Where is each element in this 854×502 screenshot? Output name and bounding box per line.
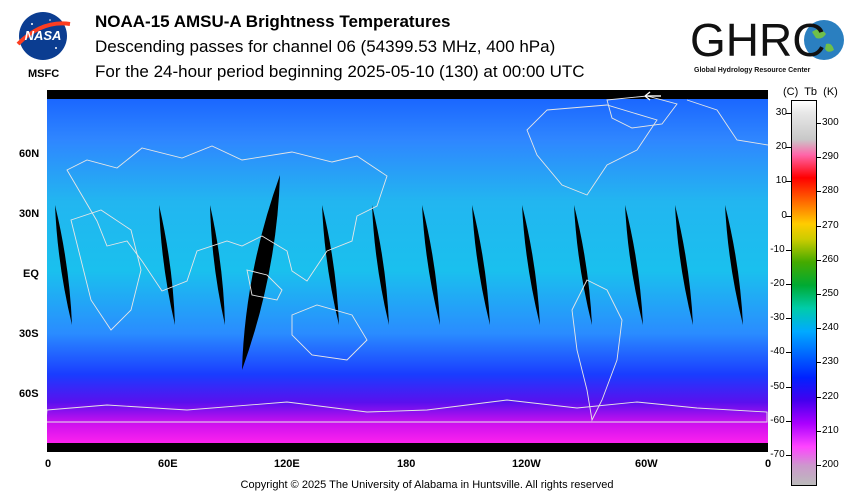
colorbar-tick: [786, 352, 791, 354]
colorbar-celsius-label: -20: [770, 278, 785, 289]
brightness-temperature-map: [47, 90, 768, 452]
subtitle-channel: Descending passes for channel 06 (54399.…: [95, 37, 556, 56]
copyright-footer: Copyright © 2025 The University of Alaba…: [240, 479, 614, 491]
colorbar-kelvin-label: 260: [822, 253, 839, 265]
colorbar-unit-c: (C): [783, 86, 799, 98]
colorbar-kelvin-label: 250: [822, 288, 839, 299]
temperature-field: [47, 98, 768, 444]
swath-gaps: [55, 175, 743, 370]
colorbar-tick: [786, 420, 791, 422]
ghrc-logo: GHRC Global Hydrology Resource Center: [690, 14, 844, 74]
colorbar-tick: [786, 215, 791, 217]
lon-label-0-right: 0: [765, 458, 772, 470]
msfc-label: MSFC: [28, 68, 60, 80]
colorbar-tick: [816, 465, 821, 466]
lon-label-180: 180: [397, 458, 416, 470]
lon-label-60w: 60W: [635, 458, 658, 470]
ghrc-subtext: Global Hydrology Resource Center: [694, 67, 811, 74]
colorbar-kelvin-label: 220: [822, 390, 839, 402]
swath-gap: [675, 205, 693, 325]
colorbar-kelvin-label: 270: [822, 219, 839, 231]
swath-gap: [725, 205, 743, 325]
colorbar-tick: [786, 284, 791, 285]
map-marker-arrow: [644, 91, 661, 101]
lat-label-60n: 60N: [19, 148, 40, 160]
swath-gap: [242, 175, 280, 370]
colorbar-tick: [786, 386, 791, 388]
colorbar-kelvin-label: 280: [822, 185, 839, 197]
colorbar-celsius-label: 20: [775, 141, 787, 153]
swath-gap: [372, 205, 389, 325]
colorbar-tick: [816, 191, 821, 193]
subtitle-period: For the 24-hour period beginning 2025-05…: [95, 62, 585, 81]
lon-label-0-left: 0: [45, 458, 52, 470]
colorbar-tick: [816, 430, 821, 432]
colorbar-tick: [786, 113, 791, 114]
colorbar-celsius-label: -60: [770, 414, 785, 426]
swath-gap: [472, 205, 490, 325]
lon-label-60e: 60E: [158, 458, 178, 470]
colorbar-celsius-label: -40: [770, 346, 785, 358]
swath-gap: [210, 205, 225, 325]
colorbar-celsius-label: -30: [770, 312, 785, 324]
nasa-wordmark: NASA: [25, 28, 62, 43]
ghrc-wordmark: GHRC: [690, 14, 825, 66]
colorbar-celsius-label: -70: [770, 449, 785, 460]
colorbar-tick: [786, 318, 791, 320]
colorbar-kelvin-label: 210: [822, 424, 839, 436]
colorbar-unit-k: (K): [823, 86, 838, 98]
swath-gap: [55, 205, 72, 325]
lat-label-eq: EQ: [23, 268, 39, 280]
bottom-no-data-band: [47, 443, 768, 452]
colorbar-tick: [816, 225, 821, 227]
nasa-logo: NASA: [16, 12, 71, 60]
colorbar-header: (C) Tb (K): [783, 86, 838, 98]
colorbar-tick: [816, 396, 821, 398]
colorbar-tick: [816, 328, 821, 330]
colorbar-tick: [816, 362, 821, 364]
swath-gap: [422, 205, 440, 325]
lat-label-30s: 30S: [19, 328, 39, 340]
swath-gap: [625, 205, 643, 325]
colorbar-tick: [816, 157, 821, 159]
colorbar: [791, 100, 817, 486]
colorbar-celsius-label: -50: [770, 380, 785, 392]
colorbar-unit-tb: Tb: [804, 86, 818, 98]
colorbar-tick: [786, 249, 791, 251]
colorbar-kelvin-label: 230: [822, 356, 839, 368]
swath-gap: [522, 205, 540, 325]
colorbar-tick: [786, 181, 791, 183]
swath-gap: [322, 205, 339, 325]
colorbar-kelvin-label: 240: [822, 322, 839, 334]
colorbar-tick: [786, 147, 791, 149]
colorbar-celsius-label: -10: [770, 243, 785, 255]
top-no-data-band: [47, 90, 768, 99]
colorbar-tick: [816, 123, 821, 124]
colorbar-tick: [786, 455, 791, 456]
colorbar-kelvin-label: 290: [822, 151, 839, 163]
colorbar-celsius-label: 10: [775, 175, 787, 187]
colorbar-tick: [816, 259, 821, 261]
page-title: NOAA-15 AMSU-A Brightness Temperatures: [95, 12, 451, 31]
colorbar-celsius-label: 0: [781, 209, 787, 221]
lon-label-120w: 120W: [512, 458, 541, 470]
lon-label-120e: 120E: [274, 458, 300, 470]
colorbar-kelvin-label: 200: [822, 459, 839, 470]
colorbar-tick: [816, 294, 821, 295]
lat-label-30n: 30N: [19, 208, 40, 220]
swath-gap: [574, 205, 592, 325]
lat-label-60s: 60S: [19, 388, 39, 400]
colorbar-celsius-label: 30: [775, 107, 787, 118]
colorbar-kelvin-label: 300: [822, 117, 839, 128]
coastlines: [47, 95, 768, 423]
swath-gap: [159, 205, 175, 325]
